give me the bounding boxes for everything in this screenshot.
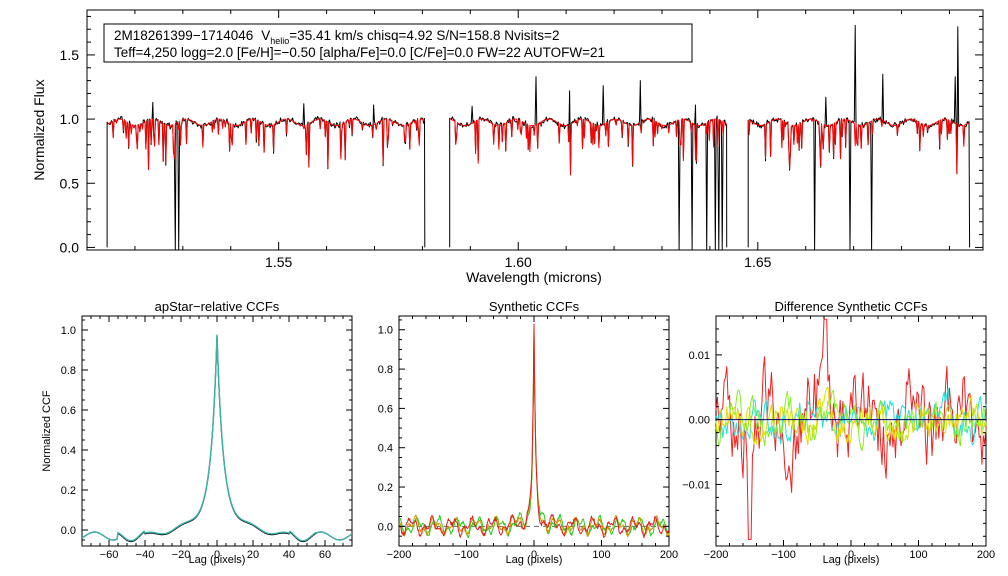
apstar-ccf-xtick-label: −40	[136, 549, 155, 561]
apstar-ccf-visit-1	[81, 335, 353, 543]
apstar-ccf-xtick-label: 60	[319, 549, 331, 561]
synthetic-ccf-visit-3	[398, 323, 670, 539]
apstar-ccf-xtick-label: −60	[100, 549, 119, 561]
spectrum-xtick-label: 1.65	[744, 254, 771, 270]
apstar-ccf-xtick-label: 40	[283, 549, 295, 561]
difference-ccf-green	[715, 389, 987, 452]
spectrum-xtick-label: 1.55	[265, 254, 292, 270]
spectrum-model-chip-2	[449, 118, 727, 176]
difference-ccf-xtick-label: 100	[909, 549, 927, 561]
synthetic-ccf-xtick-label: −100	[454, 549, 479, 561]
annotation-helio-subscript: helio	[270, 36, 289, 46]
synthetic-ccf-panel: −200 −100 0 100 200 0.0 0.2 0.4 0.6 0.8 1.0 Synthe…	[378, 299, 678, 566]
annotation-v-helio: V	[261, 28, 270, 43]
apstar-ccf-title: apStar−relative CCFs	[155, 299, 280, 314]
difference-ccf-title: Difference Synthetic CCFs	[775, 299, 928, 314]
synthetic-ccf-ytick-label: 0.0	[378, 521, 393, 533]
apstar-ccf-ytick-label: 0.6	[61, 405, 76, 417]
apstar-ccf-visit-2	[81, 334, 353, 542]
spectrum-annotation-box: 2M18261399−1714046 Vhelio=35.41 km/s chis…	[103, 23, 693, 63]
apstar-ccf-ytick-label: 0.8	[61, 365, 76, 377]
apstar-ccf-xlabel: Lag (pixels)	[189, 554, 246, 566]
spectrum-panel: 1.55 1.60 1.65 0.0 0.5 1.0 1.5 2M18261399−1714…	[31, 9, 984, 285]
synthetic-ccf-xtick-label: 0	[531, 549, 537, 561]
spectrum-ylabel: Normalized Flux	[31, 79, 47, 180]
spectrum-ytick-label: 1.0	[60, 111, 80, 127]
spectrum-model-chip-1	[106, 118, 425, 171]
apstar-ccf-xtick-label: 0	[214, 549, 220, 561]
synthetic-ccf-ytick-label: 0.6	[378, 403, 393, 415]
apstar-ccf-xtick-label: −20	[172, 549, 191, 561]
difference-ccf-ytick-label: 0.01	[689, 350, 710, 362]
synthetic-ccf-ytick-label: 0.4	[378, 443, 393, 455]
apstar-ccf-ytick-label: 0.4	[61, 445, 76, 457]
difference-ccf-xlabel: Lag (pixels)	[823, 554, 880, 566]
synthetic-ccf-title: Synthetic CCFs	[489, 299, 580, 314]
difference-ccf-xtick-label: 200	[977, 549, 995, 561]
difference-ccf-cyan	[715, 388, 987, 446]
spectrum-observed-chip-2	[449, 76, 728, 251]
annotation-line1-values: =35.41 km/s chisq=4.92 S/N=158.8 Nvisits…	[289, 28, 559, 43]
spectrum-model-chip-3	[747, 118, 970, 175]
difference-ccf-ytick-label: −0.01	[682, 479, 710, 491]
apstar-ccf-panel: −60 −40 −20 0 20 40 60 0.0 0.2 0.4 0.6 0.8 1.0 apSta…	[41, 299, 353, 566]
difference-ccf-panel: −200 −100 0 100 200 −0.01 0.00 0.01 Difference …	[682, 299, 995, 566]
spectrum-ytick-label: 0.0	[60, 239, 80, 255]
spectrum-ytick-label: 1.5	[60, 47, 80, 63]
spectrum-plot-area	[86, 9, 984, 251]
apstar-ccf-ytick-label: 1.0	[61, 325, 76, 337]
synthetic-ccf-xlabel: Lag (pixels)	[506, 554, 563, 566]
synthetic-ccf-ytick-label: 0.8	[378, 364, 393, 376]
apstar-ccf-ytick-label: 0.2	[61, 485, 76, 497]
synthetic-ccf-xtick-label: 100	[592, 549, 610, 561]
spectrum-xlabel: Wavelength (microns)	[466, 269, 602, 285]
synthetic-ccf-ytick-label: 0.2	[378, 482, 393, 494]
difference-ccf-xtick-label: −200	[704, 549, 729, 561]
synthetic-ccf-ytick-label: 1.0	[378, 325, 393, 337]
apstar-ccf-ylabel: Normalized CCF	[41, 390, 53, 472]
difference-ccf-ytick-label: 0.00	[689, 415, 710, 427]
annotation-star-id: 2M18261399−1714046	[114, 28, 253, 43]
apstar-ccf-xtick-label: 20	[247, 549, 259, 561]
difference-ccf-xtick-label: 0	[848, 549, 854, 561]
difference-ccf-xtick-label: −100	[771, 549, 796, 561]
synthetic-ccf-xtick-label: 200	[660, 549, 678, 561]
spectrum-xtick-label: 1.60	[505, 254, 532, 270]
annotation-line2: Teff=4,250 logg=2.0 [Fe/H]=−0.50 [alpha/…	[114, 45, 605, 60]
synthetic-ccf-xtick-label: −200	[387, 549, 412, 561]
apstar-ccf-ytick-label: 0.0	[61, 525, 76, 537]
annotation-line1: 2M18261399−1714046 Vhelio=35.41 km/s chis…	[114, 28, 559, 46]
spectrum-ytick-label: 0.5	[60, 175, 80, 191]
